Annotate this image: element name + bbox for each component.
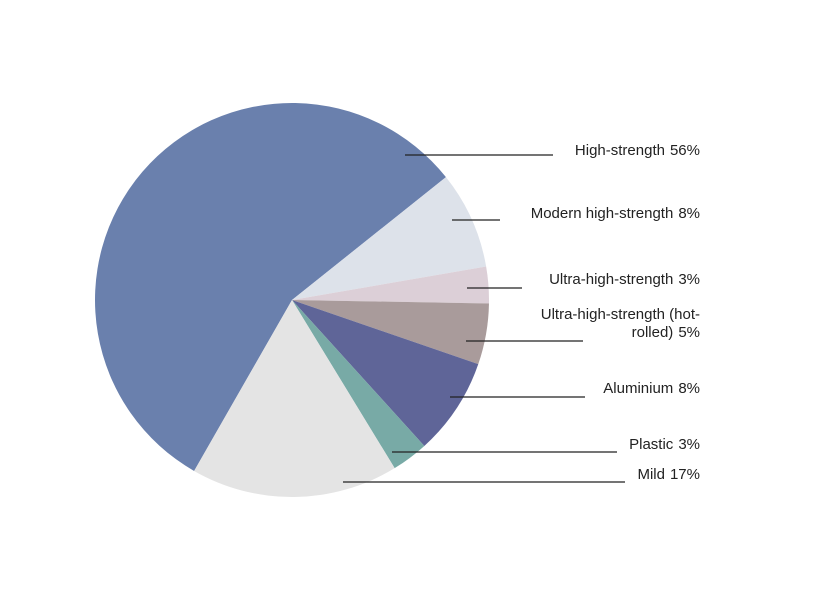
category-label: Modern high-strength: [530, 205, 674, 222]
category-label: High-strength: [574, 142, 665, 159]
value-label: 8%: [678, 205, 700, 222]
value-label: 3%: [678, 436, 700, 453]
slice-label: Plastic 3%: [629, 436, 700, 454]
value-label: 3%: [678, 271, 700, 288]
slice-label: Mild 17%: [637, 466, 700, 484]
value-label: 8%: [678, 380, 700, 397]
slice-label: Modern high-strength 8%: [531, 205, 700, 223]
slice-label: High-strength 56%: [575, 142, 700, 160]
pie-slice: [292, 300, 425, 469]
pie-slice: [194, 300, 395, 497]
category-label: Mild: [637, 466, 665, 483]
value-label: 17%: [669, 466, 700, 483]
pie-slice: [94, 102, 446, 471]
category-label: Aluminium: [603, 380, 674, 397]
category-label: Ultra-high-strength: [549, 271, 674, 288]
value-label: 5%: [678, 324, 700, 341]
pie-slice: [292, 177, 487, 300]
pie-slice: [292, 300, 489, 365]
pie-slice: [292, 266, 489, 304]
slice-label: Ultra-high-strength (hot-rolled) 5%: [520, 306, 700, 342]
slice-label: Aluminium 8%: [603, 380, 700, 398]
category-label: Ultra-high-strength (hot-rolled): [540, 306, 700, 341]
slice-label: Ultra-high-strength 3%: [549, 271, 700, 289]
pie-slice: [292, 300, 479, 446]
value-label: 56%: [669, 142, 700, 159]
category-label: Plastic: [629, 436, 674, 453]
